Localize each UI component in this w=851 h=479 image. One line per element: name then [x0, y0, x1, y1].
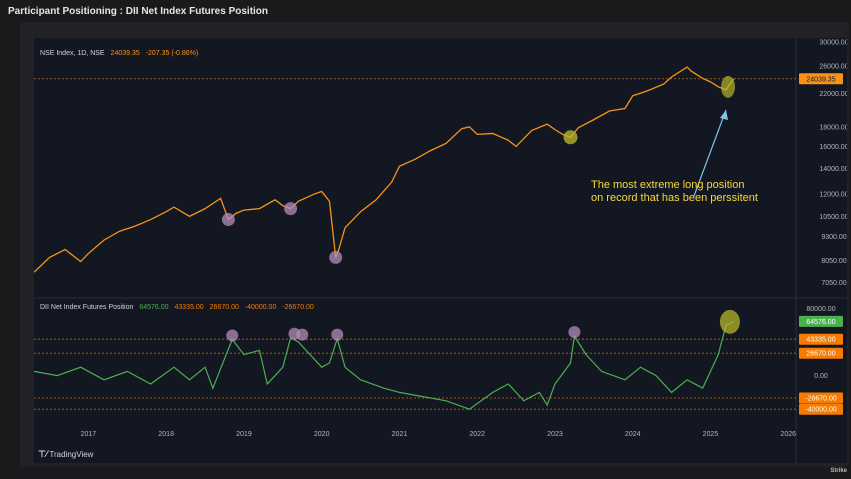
position-legend-v5: -26670.00: [282, 304, 314, 311]
price-label-box: [799, 73, 843, 85]
page-title: Participant Positioning : DII Net Index …: [8, 6, 269, 17]
tradingview-label: TradingView: [49, 450, 94, 459]
highlight-marker: [563, 130, 578, 145]
price-axis-tick: 18000.00: [819, 124, 847, 131]
time-axis-tick: 2019: [236, 431, 252, 438]
position-label-text: -26670.00: [805, 396, 837, 403]
position-legend-name: DII Net Index Futures Position: [40, 304, 134, 311]
price-legend-symbol: NSE Index, 1D, NSE: [40, 50, 105, 57]
price-legend-change: -207.35 (-0.86%): [145, 50, 199, 57]
position-label-box: [799, 403, 843, 415]
annotation-arrow: [693, 109, 727, 197]
dii-position-line: [34, 320, 735, 410]
price-axis-tick: 10500.00: [819, 214, 847, 221]
highlight-marker: [721, 75, 736, 98]
time-axis-tick: 2017: [81, 431, 97, 438]
annotation-arrowhead: [720, 110, 728, 120]
tradingview-logo: ⊤⁄ TradingView: [38, 449, 94, 459]
time-axis-tick: 2018: [158, 431, 174, 438]
highlight-marker: [329, 250, 343, 264]
time-axis-tick: 2024: [625, 431, 641, 438]
price-legend-last: 24039.35: [110, 50, 140, 57]
highlight-marker: [568, 326, 581, 339]
position-label-text: 43335.00: [806, 337, 835, 344]
position-label-text: 26670.00: [806, 351, 835, 358]
position-label-box: [799, 347, 843, 359]
price-axis-tick: 9300.00: [821, 234, 846, 241]
price-label-text: 24039.35: [806, 76, 835, 83]
highlight-marker: [284, 202, 298, 216]
annotation-text: on record that has been perssitent: [591, 192, 758, 204]
highlight-marker: [719, 309, 740, 334]
chart-svg[interactable]: 30000.00 26000.00 22000.00 18000.00 16000.00…: [34, 38, 847, 463]
price-axis-tick: 16000.00: [819, 144, 847, 151]
position-legend-v3: 26670.00: [209, 304, 239, 311]
price-axis-tick: 7050.00: [821, 280, 846, 287]
position-legend-v2: 43335.00: [174, 304, 204, 311]
time-axis-tick: 2026: [780, 431, 796, 438]
price-axis-tick: 14000.00: [819, 166, 847, 173]
position-legend-v1: 64576.00: [139, 304, 169, 311]
price-axis-tick: 30000.00: [819, 40, 847, 47]
highlight-marker: [331, 328, 344, 341]
time-axis-tick: 2020: [314, 431, 330, 438]
time-axis-tick: 2022: [469, 431, 485, 438]
highlight-marker: [296, 328, 309, 341]
price-axis-tick: 12000.00: [819, 192, 847, 199]
position-axis-tick: 0.00: [814, 373, 828, 380]
position-legend: DII Net Index Futures Position 64576.00 …: [40, 304, 318, 311]
price-axis-tick: 26000.00: [819, 63, 847, 70]
position-legend-v4: -40000.00: [244, 304, 277, 311]
time-axis-tick: 2021: [392, 431, 408, 438]
time-axis-tick: 2023: [547, 431, 563, 438]
annotation-text: The most extreme long position: [591, 179, 744, 191]
position-label-box: [799, 392, 843, 404]
position-label-text: 64576.00: [806, 319, 835, 326]
price-axis-tick: 8050.00: [821, 258, 846, 265]
nse-index-line: [34, 66, 735, 273]
position-label-text: -40000.00: [805, 407, 837, 414]
chart-area[interactable]: 30000.00 26000.00 22000.00 18000.00 16000.00…: [34, 38, 847, 463]
position-axis-tick: 80000.00: [806, 306, 835, 313]
position-label-box: [799, 315, 843, 327]
price-axis-tick: 22000.00: [819, 91, 847, 98]
highlight-marker: [226, 329, 239, 342]
position-label-box: [799, 333, 843, 345]
highlight-marker: [221, 213, 235, 227]
brand-mark: Strike: [830, 468, 847, 474]
time-axis-tick: 2025: [703, 431, 719, 438]
price-legend: NSE Index, 1D, NSE 24039.35 -207.35 (-0.…: [40, 50, 202, 57]
